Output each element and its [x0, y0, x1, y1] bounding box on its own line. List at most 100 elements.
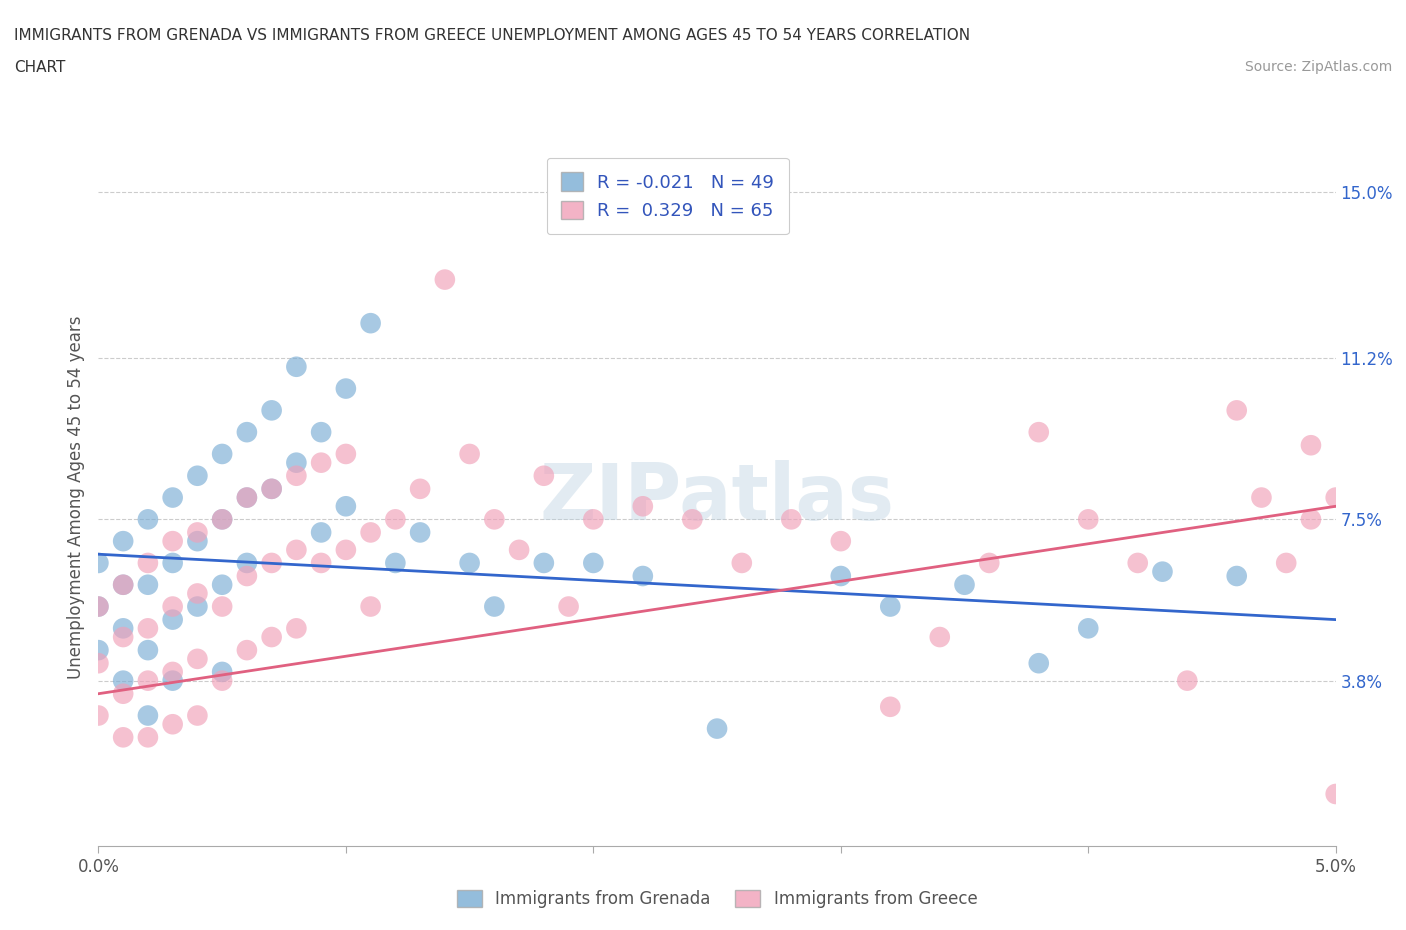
Point [1324, 787, 1347, 802]
Point [433, 272, 456, 287]
Point [1077, 621, 1099, 636]
Point [335, 446, 357, 461]
Point [557, 599, 579, 614]
Point [136, 673, 159, 688]
Point [1299, 512, 1322, 526]
Text: Source: ZipAtlas.com: Source: ZipAtlas.com [1244, 60, 1392, 74]
Y-axis label: Unemployment Among Ages 45 to 54 years: Unemployment Among Ages 45 to 54 years [66, 316, 84, 679]
Point [162, 555, 184, 570]
Point [236, 490, 259, 505]
Point [631, 568, 654, 583]
Point [162, 673, 184, 688]
Point [830, 568, 852, 583]
Point [87, 708, 110, 723]
Point [211, 673, 233, 688]
Point [309, 456, 332, 471]
Point [1226, 568, 1249, 583]
Point [285, 456, 308, 471]
Point [1250, 490, 1272, 505]
Point [879, 699, 901, 714]
Point [260, 555, 283, 570]
Point [211, 512, 233, 526]
Point [211, 446, 233, 461]
Point [409, 525, 432, 540]
Point [260, 482, 283, 497]
Point [384, 512, 406, 526]
Point [162, 665, 184, 680]
Point [1324, 490, 1347, 505]
Point [409, 482, 432, 497]
Point [236, 490, 259, 505]
Point [1175, 673, 1198, 688]
Point [780, 512, 803, 526]
Point [87, 643, 110, 658]
Point [112, 630, 135, 644]
Point [1152, 565, 1174, 579]
Point [87, 555, 110, 570]
Point [285, 469, 308, 484]
Point [236, 425, 259, 440]
Point [360, 525, 382, 540]
Point [87, 656, 110, 671]
Point [112, 578, 135, 592]
Point [136, 578, 159, 592]
Point [211, 578, 233, 592]
Point [360, 316, 382, 331]
Point [162, 490, 184, 505]
Point [285, 621, 308, 636]
Point [879, 599, 901, 614]
Point [582, 555, 605, 570]
Point [360, 599, 382, 614]
Point [1126, 555, 1149, 570]
Point [1028, 656, 1050, 671]
Point [136, 708, 159, 723]
Point [162, 612, 184, 627]
Point [830, 534, 852, 549]
Point [112, 578, 135, 592]
Point [236, 643, 259, 658]
Point [285, 359, 308, 374]
Point [731, 555, 754, 570]
Point [186, 708, 208, 723]
Point [533, 469, 555, 484]
Point [309, 555, 332, 570]
Point [162, 534, 184, 549]
Point [186, 586, 208, 601]
Point [211, 512, 233, 526]
Point [928, 630, 950, 644]
Point [484, 512, 506, 526]
Point [681, 512, 703, 526]
Point [1226, 403, 1249, 418]
Point [186, 534, 208, 549]
Point [260, 482, 283, 497]
Point [631, 498, 654, 513]
Point [309, 525, 332, 540]
Point [1077, 512, 1099, 526]
Point [236, 555, 259, 570]
Point [186, 469, 208, 484]
Point [87, 599, 110, 614]
Text: CHART: CHART [14, 60, 66, 75]
Point [1275, 555, 1298, 570]
Point [112, 621, 135, 636]
Legend: Immigrants from Grenada, Immigrants from Greece: Immigrants from Grenada, Immigrants from… [450, 884, 984, 915]
Point [260, 630, 283, 644]
Point [211, 665, 233, 680]
Point [1299, 438, 1322, 453]
Point [335, 542, 357, 557]
Point [186, 525, 208, 540]
Point [335, 498, 357, 513]
Point [979, 555, 1001, 570]
Point [87, 599, 110, 614]
Point [211, 599, 233, 614]
Point [533, 555, 555, 570]
Point [136, 555, 159, 570]
Point [706, 721, 728, 736]
Point [582, 512, 605, 526]
Point [458, 446, 481, 461]
Point [186, 651, 208, 666]
Point [136, 512, 159, 526]
Point [136, 730, 159, 745]
Point [260, 403, 283, 418]
Point [112, 534, 135, 549]
